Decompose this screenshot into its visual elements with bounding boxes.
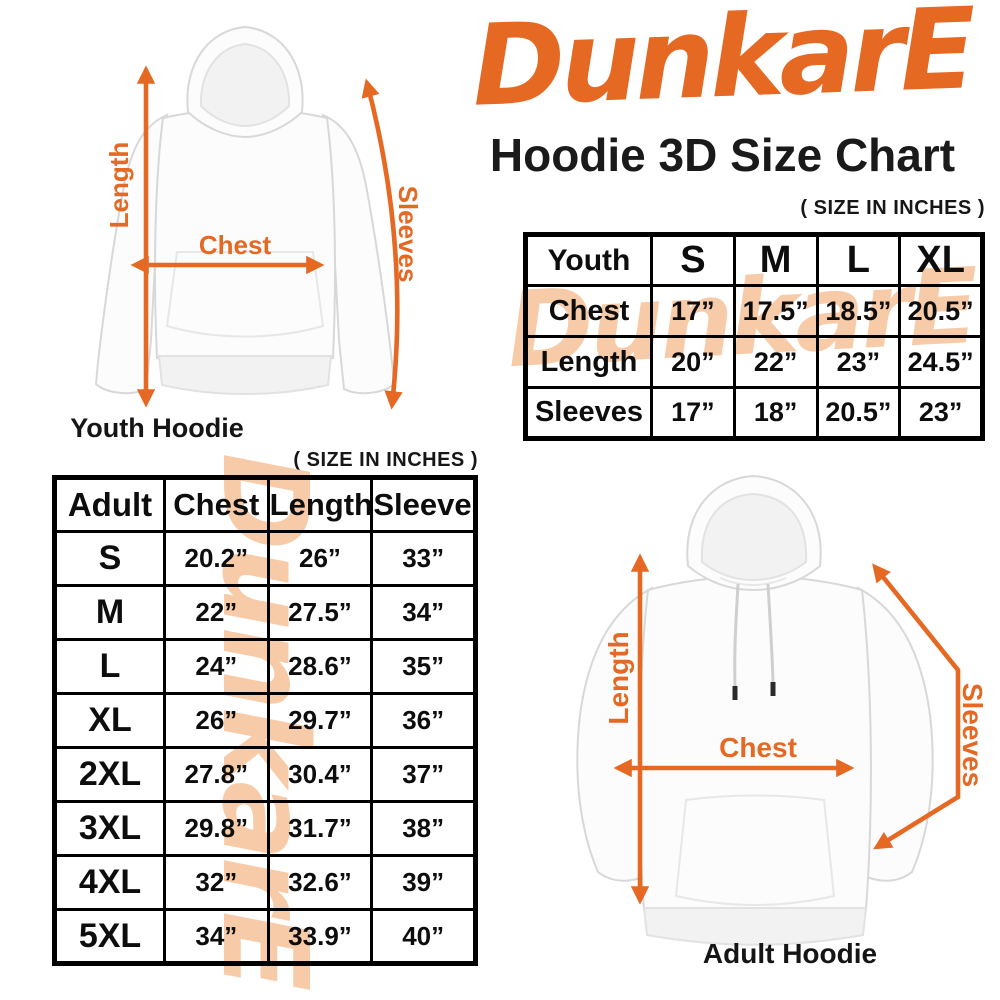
size-value-cell: 29.8” — [163, 800, 270, 857]
row-header: 2XL — [53, 746, 166, 803]
size-value-cell: 22” — [732, 335, 819, 389]
youth-hoodie-figure: Length Chest Sleeves Youth Hoodie — [70, 25, 423, 443]
corner-header: Adult — [53, 476, 166, 533]
adult-size-table-section: DunkarE Adult Chest Length Sleeves S 20.… — [52, 453, 478, 987]
size-note-bottom: ( SIZE IN INCHES ) — [293, 449, 478, 471]
sleeves-label: Sleeves — [393, 186, 423, 283]
sleeves-arrow — [872, 563, 961, 850]
table-row: Sleeves 17” 18” 20.5” 23” — [524, 386, 984, 440]
column-header: L — [815, 233, 902, 287]
size-value-cell: 18.5” — [815, 284, 902, 338]
chest-label: Chest — [719, 732, 797, 763]
table-row: S 20.2” 26” 33” — [53, 530, 477, 587]
size-value-cell: 35” — [370, 638, 477, 695]
column-header: XL — [898, 233, 984, 287]
column-header: S — [650, 233, 736, 287]
size-value-cell: 33.9” — [266, 908, 374, 965]
row-header: 4XL — [53, 854, 166, 911]
table-row: XL 26” 29.7” 36” — [53, 692, 477, 749]
size-value-cell: 20” — [650, 335, 736, 389]
table-row: Length 20” 22” 23” 24.5” — [524, 335, 984, 389]
size-value-cell: 24.5” — [898, 335, 984, 389]
size-value-cell: 23” — [815, 335, 902, 389]
table-header-row: Adult Chest Length Sleeves — [53, 476, 477, 533]
youth-figure-caption: Youth Hoodie — [70, 413, 243, 443]
table-row: 3XL 29.8” 31.7” 38” — [53, 800, 477, 857]
row-header: L — [53, 638, 166, 695]
column-header: Chest — [163, 476, 270, 533]
row-header: Sleeves — [524, 386, 653, 440]
row-header: XL — [53, 692, 166, 749]
length-label: Length — [104, 142, 134, 229]
adult-figure-caption: Adult Hoodie — [703, 938, 877, 969]
size-value-cell: 31.7” — [266, 800, 374, 857]
size-value-cell: 30.4” — [266, 746, 374, 803]
size-value-cell: 32.6” — [266, 854, 374, 911]
size-value-cell: 36” — [370, 692, 477, 749]
drawstring — [766, 583, 775, 683]
size-value-cell: 26” — [163, 692, 270, 749]
table-row: L 24” 28.6” 35” — [53, 638, 477, 695]
size-value-cell: 28.6” — [266, 638, 374, 695]
adult-hoodie-figure: Length Chest Sleeves Adult Hoodie — [576, 474, 988, 969]
size-value-cell: 39” — [370, 854, 477, 911]
length-label: Length — [603, 631, 634, 724]
column-header: Length — [266, 476, 374, 533]
size-value-cell: 23” — [898, 386, 984, 440]
youth-size-table-section: DunkarE Youth S M L XL Chest 17” 17.5” 1… — [504, 232, 985, 441]
row-header: S — [53, 530, 166, 587]
youth-size-table: Youth S M L XL Chest 17” 17.5” 18.5” 20.… — [523, 232, 985, 441]
size-value-cell: 29.7” — [266, 692, 374, 749]
size-value-cell: 20.2” — [163, 530, 270, 587]
sleeves-label: Sleeves — [957, 683, 988, 787]
size-value-cell: 27.8” — [163, 746, 270, 803]
table-row: M 22” 27.5” 34” — [53, 584, 477, 641]
size-value-cell: 17” — [650, 284, 736, 338]
row-header: Chest — [524, 284, 653, 338]
drawstring — [733, 583, 740, 687]
brand-logo-area: DunkarE — [470, 0, 978, 132]
size-note-top: ( SIZE IN INCHES ) — [800, 197, 985, 219]
table-header-row: Youth S M L XL — [524, 233, 984, 287]
sleeves-arrow — [361, 78, 403, 410]
size-value-cell: 17.5” — [732, 284, 819, 338]
size-value-cell: 17” — [650, 386, 736, 440]
size-value-cell: 20.5” — [898, 284, 984, 338]
size-value-cell: 26” — [266, 530, 374, 587]
page-title: Hoodie 3D Size Chart — [489, 129, 956, 181]
size-value-cell: 40” — [370, 908, 477, 965]
row-header: 5XL — [53, 908, 166, 965]
size-value-cell: 20.5” — [815, 386, 902, 440]
size-value-cell: 38” — [370, 800, 477, 857]
size-value-cell: 33” — [370, 530, 477, 587]
size-value-cell: 22” — [163, 584, 270, 641]
table-row: 2XL 27.8” 30.4” 37” — [53, 746, 477, 803]
size-value-cell: 34” — [370, 584, 477, 641]
size-value-cell: 32” — [163, 854, 270, 911]
adult-size-table: Adult Chest Length Sleeves S 20.2” 26” 3… — [52, 475, 478, 966]
size-value-cell: 24” — [163, 638, 270, 695]
row-header: M — [53, 584, 166, 641]
table-row: Chest 17” 17.5” 18.5” 20.5” — [524, 284, 984, 338]
brand-logo: DunkarE — [470, 0, 978, 132]
row-header: 3XL — [53, 800, 166, 857]
size-value-cell: 37” — [370, 746, 477, 803]
table-row: 4XL 32” 32.6” 39” — [53, 854, 477, 911]
column-header: Sleeves — [370, 476, 477, 533]
column-header: M — [732, 233, 819, 287]
size-value-cell: 18” — [732, 386, 819, 440]
youth-hoodie-illustration — [94, 25, 396, 395]
corner-header: Youth — [524, 233, 653, 287]
size-value-cell: 34” — [163, 908, 270, 965]
table-row: 5XL 34” 33.9” 40” — [53, 908, 477, 965]
row-header: Length — [524, 335, 653, 389]
size-value-cell: 27.5” — [266, 584, 374, 641]
chest-label: Chest — [199, 230, 272, 260]
